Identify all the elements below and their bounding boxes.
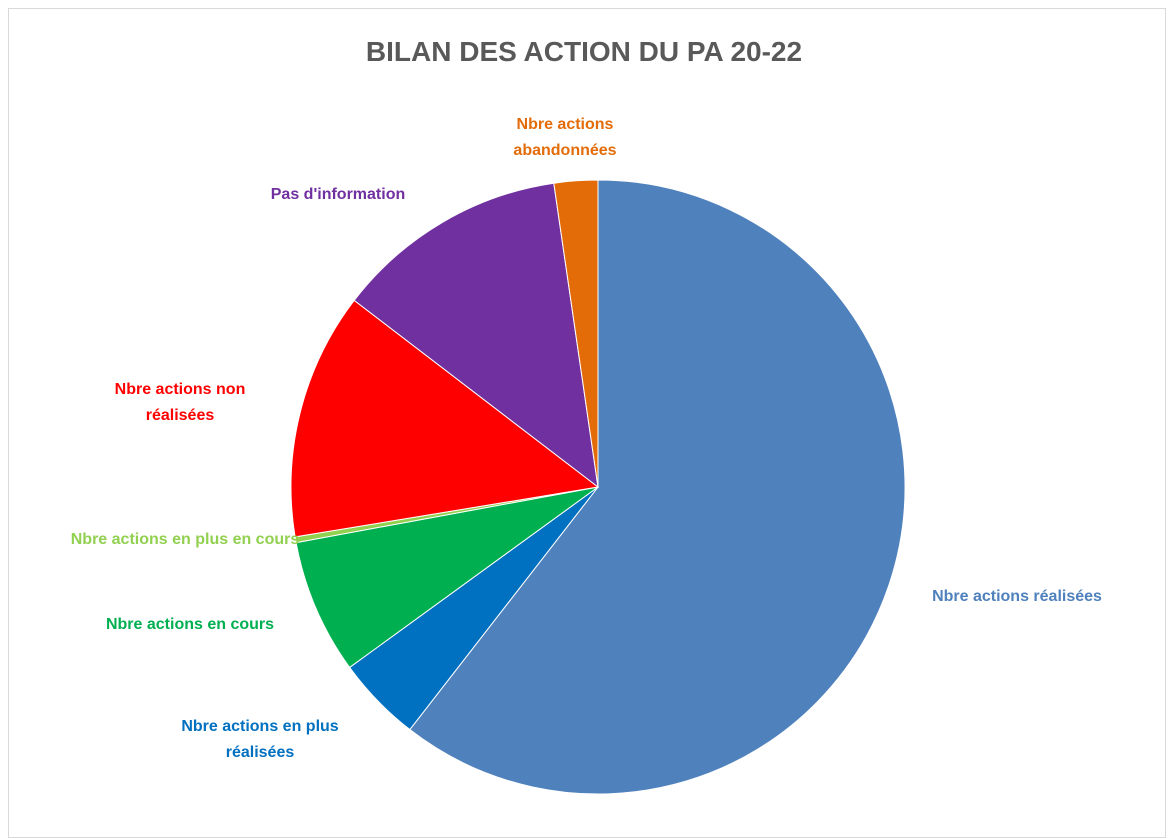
slice-label: Nbre actions réalisées [932, 588, 1102, 605]
chart-title: BILAN DES ACTION DU PA 20-22 [365, 36, 803, 67]
pie-slice [290, 299, 600, 538]
slice-label: Nbre actions en cours [105, 616, 275, 633]
pie-slice [295, 486, 599, 669]
pie-slice [409, 179, 906, 795]
pie-slice [353, 182, 599, 489]
slice-label: Nbre actions en plus en cours [70, 531, 300, 548]
slice-label: Nbre actions abandonnées [513, 116, 617, 159]
slice-label: Nbre actions non réalisées [114, 381, 246, 424]
slice-label: Pas d'information [270, 186, 406, 203]
slice-label: Nbre actions en plus réalisées [181, 718, 339, 761]
pie-slice [553, 179, 599, 488]
